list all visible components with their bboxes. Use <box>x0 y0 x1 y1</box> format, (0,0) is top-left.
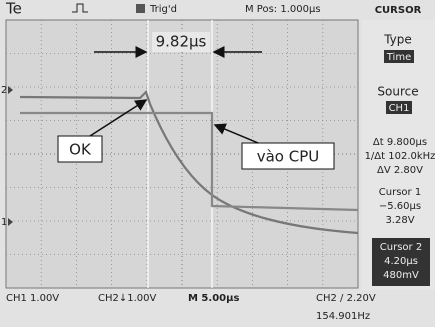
type-value[interactable]: Time <box>386 52 411 63</box>
cursor1-volt: 3.28V <box>385 215 414 226</box>
frequency: 154.901Hz <box>316 311 370 322</box>
ch2-marker: 2 <box>1 85 7 96</box>
source-label[interactable]: Source <box>377 85 418 99</box>
cursor2-time: 4.20µs <box>384 256 418 267</box>
ch2-scale: CH2↓1.00V <box>98 293 157 304</box>
sidebar: Type Time Source CH1 Δt 9.800µs 1/Δt 102… <box>362 20 435 290</box>
ch1-scale: CH1 1.00V <box>6 293 59 304</box>
header-label: Te <box>5 0 22 18</box>
inv-delta-t: 1/Δt 102.0kHz <box>365 151 435 162</box>
cursor1-label[interactable]: Cursor 1 <box>379 187 421 198</box>
m-pos: M Pos: 1.000µs <box>245 4 321 15</box>
timebase: M 5.00µs <box>188 293 239 304</box>
menu-title: CURSOR <box>375 5 422 16</box>
cursor2-volt: 480mV <box>383 270 419 281</box>
cursor1-time: −5.60µs <box>379 201 421 212</box>
trigger-status: Trig'd <box>149 4 177 15</box>
delta-t: Δt 9.800µs <box>373 137 427 148</box>
delta-v: ΔV 2.80V <box>377 165 423 176</box>
cpu-label: vào CPU <box>257 148 320 166</box>
ch1-marker: 1 <box>1 217 7 228</box>
oscilloscope-screen: Te Trig'd M Pos: 1.000µs CURSOR 2 1 9.82… <box>0 0 435 327</box>
measurement: 9.82µs <box>156 33 207 51</box>
source-value[interactable]: CH1 <box>389 103 410 114</box>
ok-label: OK <box>69 141 92 159</box>
trig-icon <box>136 4 145 13</box>
trigger-setting: CH2 / 2.20V <box>316 293 376 304</box>
type-label[interactable]: Type <box>383 33 412 47</box>
cursor2-label[interactable]: Cursor 2 <box>380 242 422 253</box>
